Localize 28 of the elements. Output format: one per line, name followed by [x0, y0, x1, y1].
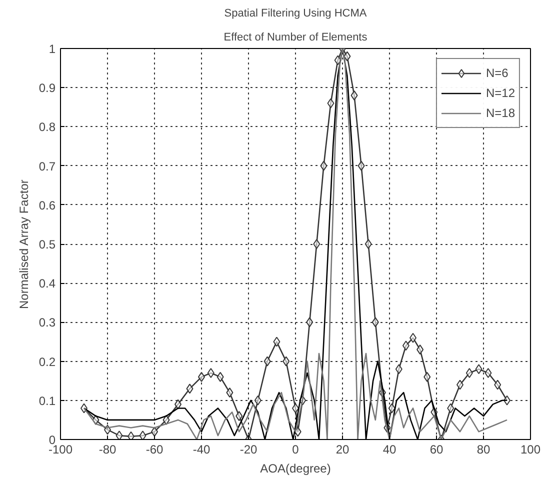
- y-tick-label: 0.7: [38, 159, 56, 174]
- x-tick-label: 80: [476, 442, 490, 456]
- x-tick-label: 100: [520, 442, 541, 456]
- x-tick-label: -40: [192, 442, 210, 456]
- y-tick-label: 1: [48, 42, 56, 56]
- y-tick-label: 0.5: [38, 238, 56, 252]
- y-tick-label: 0.1: [38, 394, 56, 408]
- y-axis-title: Normalised Array Factor: [16, 180, 31, 310]
- x-tick-label: -60: [146, 442, 164, 456]
- y-tick-label: 0.2: [38, 354, 56, 369]
- x-tick-label: -80: [98, 442, 116, 456]
- y-tick-label: 0.8: [38, 120, 56, 134]
- x-tick-label: 40: [382, 442, 396, 456]
- y-tick-label: 0.4: [38, 276, 56, 291]
- y-tick-label: 0.9: [38, 81, 56, 96]
- x-tick-label: 60: [430, 442, 444, 456]
- legend-label: N=12: [486, 86, 515, 100]
- x-tick-label: -100: [48, 442, 73, 456]
- y-tick-label: 0.3: [38, 316, 56, 330]
- x-tick-label: 0: [292, 442, 300, 456]
- x-tick-label: -20: [240, 442, 258, 456]
- y-tick-label: 0.6: [38, 198, 56, 212]
- x-tick-label: 20: [336, 442, 350, 456]
- x-axis-title: AOA(degree): [260, 462, 331, 476]
- chart-subtitle: Effect of Number of Elements: [224, 32, 368, 44]
- legend-label: N=18: [486, 106, 515, 120]
- legend-label: N=6: [486, 66, 508, 80]
- chart-title: Spatial Filtering Using HCMA: [224, 8, 368, 20]
